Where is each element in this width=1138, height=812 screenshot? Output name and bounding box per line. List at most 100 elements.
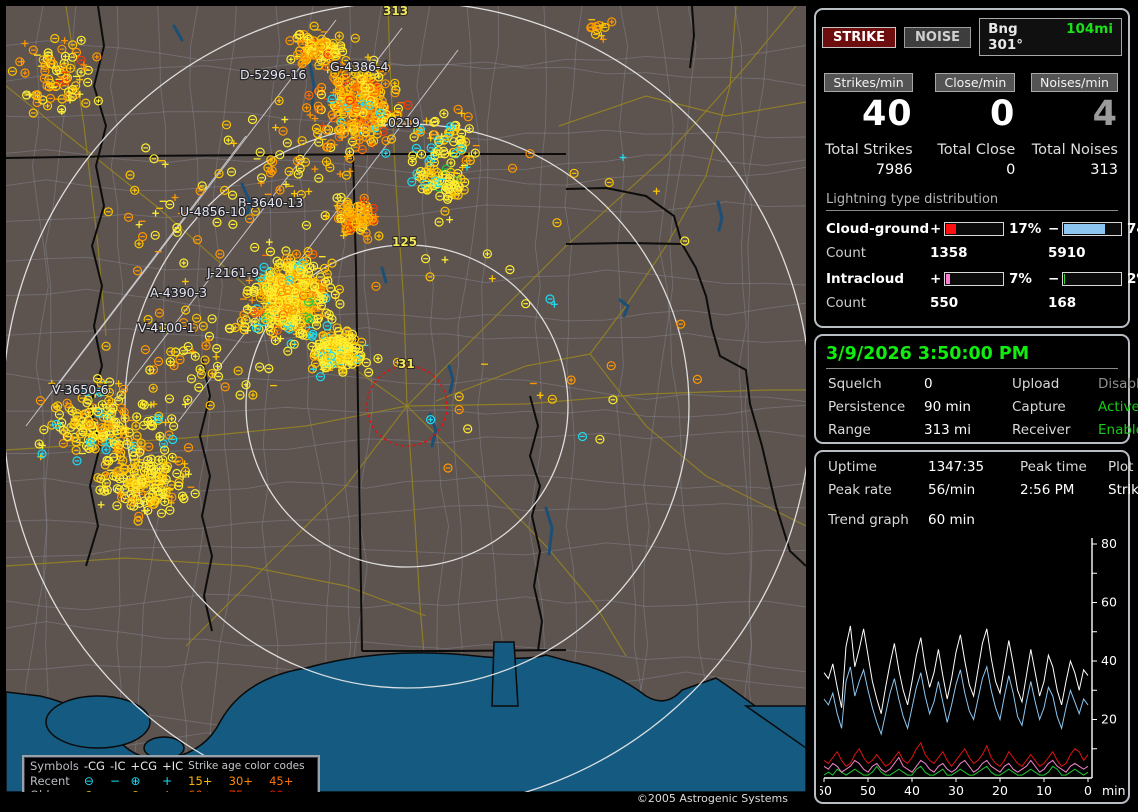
svg-text:31: 31 (398, 357, 415, 371)
trend-graph-label: Trend graph (828, 512, 909, 528)
svg-text:20: 20 (1101, 712, 1117, 727)
close-per-min-value: 0 (989, 94, 1016, 134)
svg-text:A-4390-3: A-4390-3 (150, 285, 207, 300)
strikes-per-min-value: 40 (861, 94, 913, 134)
close-per-min-column: Close/min 0 Total Close 0 (927, 72, 1016, 178)
legend-old-row: Old ⊖ − ⊕ + 60+ 75+ 90+ (30, 788, 310, 792)
peak-rate-value: 56/min (928, 482, 976, 498)
receiver-status: Enabled (1098, 422, 1138, 438)
minus-sign: − (1048, 221, 1060, 237)
svg-text:G-4386-4: G-4386-4 (330, 59, 389, 74)
legend-header-row: Symbols -CG -IC +CG +IC Strike age color… (30, 759, 310, 774)
datetime-display: 3/9/2026 3:50:00 PM (826, 344, 1118, 369)
circle-plus-icon: ⊕ (130, 773, 141, 788)
peak-time-value: 2:56 PM (1020, 482, 1075, 498)
plot-label: Plot (1108, 459, 1134, 475)
uptime-value: 1347:35 (928, 459, 985, 475)
legend-recent-row: Recent ⊖ − ⊕ + 15+ 30+ 45+ (30, 774, 310, 789)
squelch-label: Squelch (828, 376, 882, 392)
legend-age-header: Strike age color codes (188, 760, 305, 772)
svg-text:U-4856-10: U-4856-10 (180, 204, 246, 219)
noises-per-min-column: Noises/min 4 Total Noises 313 (1029, 72, 1118, 178)
trend-graph-chart: 20 40 60 80 60 50 40 30 20 10 0 min (820, 536, 1126, 798)
map-canvas: D-5296-16 G-4386-4 B-3640-13U-4856-10 0219 J… (6, 6, 806, 792)
svg-text:60: 60 (1101, 595, 1117, 610)
svg-text:40: 40 (904, 783, 920, 798)
strike-stats-panel: STRIKE NOISE Bng 301° 104mi Strikes/min … (814, 8, 1138, 328)
svg-text:10: 10 (1036, 783, 1052, 798)
svg-text:min: min (1102, 783, 1126, 798)
persistence-value: 90 min (924, 399, 971, 415)
strikes-per-min-column: Strikes/min 40 Total Strikes 7986 (824, 72, 913, 178)
persistence-label: Persistence (828, 399, 906, 415)
svg-text:J-2161-9: J-2161-9 (206, 265, 259, 280)
status-row: Squelch 0 Upload Disabled (828, 376, 1138, 392)
circle-minus-icon: ⊖ (84, 788, 110, 792)
noises-per-min-chip: Noises/min (1031, 73, 1118, 92)
peak-time-label: Peak time (1020, 459, 1087, 475)
bearing-readout: Bng 301° 104mi (979, 18, 1122, 56)
plot-mode-value: Strike (1108, 482, 1138, 498)
svg-text:50: 50 (860, 783, 876, 798)
strike-toggle-button[interactable]: STRIKE (822, 26, 897, 48)
ic-negative-bar (1062, 272, 1122, 286)
bearing-distance: 104mi (1066, 21, 1113, 37)
svg-text:0: 0 (1084, 783, 1092, 798)
legend-old-label: Old (30, 788, 84, 792)
intracloud-label: Intracloud (826, 271, 905, 287)
legend-symbols-label: Symbols (30, 759, 79, 773)
close-per-min-chip: Close/min (935, 73, 1016, 92)
session-row: Uptime 1347:35 Peak time Plot (828, 459, 1133, 475)
cg-positive-bar (944, 222, 1004, 236)
svg-text:125: 125 (392, 235, 417, 249)
map-symbol-legend: Symbols -CG -IC +CG +IC Strike age color… (22, 755, 320, 792)
age-code-30: 30+ (228, 773, 253, 788)
ic-positive-pct: 7% (1009, 271, 1032, 287)
svg-text:V-4100-1: V-4100-1 (138, 320, 195, 335)
lightning-map[interactable]: D-5296-16 G-4386-4 B-3640-13 U-4856-10 0219 J… (6, 6, 806, 792)
total-close-value: 0 (1006, 162, 1016, 178)
status-panel: 3/9/2026 3:50:00 PM Squelch 0 Upload Dis… (814, 334, 1138, 444)
trend-graph-span: 60 min (928, 512, 975, 528)
total-strikes-value: 7986 (875, 162, 913, 178)
total-noises-label: Total Noises (1031, 142, 1118, 158)
plus-icon: + (162, 773, 173, 788)
range-value: 313 mi (924, 422, 971, 438)
session-panel: Uptime 1347:35 Peak time Plot Peak rate … (814, 450, 1138, 804)
upload-status: Disabled (1098, 376, 1138, 392)
noises-per-min-value: 4 (1092, 94, 1118, 134)
cg-positive-pct: 17% (1009, 221, 1042, 237)
capture-label: Capture (1012, 399, 1066, 415)
bearing-value: Bng 301° (988, 21, 1023, 53)
cg-negative-bar (1062, 222, 1122, 236)
peak-rate-label: Peak rate (828, 482, 892, 498)
trend-graph-row: Trend graph 60 min (828, 512, 1118, 528)
uptime-label: Uptime (828, 459, 877, 475)
age-code-60: 60+ (188, 788, 228, 792)
svg-text:40: 40 (1101, 653, 1117, 668)
cg-positive-count: 1358 (930, 245, 968, 261)
circle-minus-icon: ⊖ (83, 773, 94, 788)
cloud-ground-count-row: Count 1358 5910 (826, 245, 1118, 261)
ic-positive-bar (944, 272, 1004, 286)
cg-negative-pct: 74% (1127, 221, 1138, 237)
age-code-45: 45+ (269, 773, 294, 788)
legend-recent-label: Recent (30, 773, 70, 788)
copyright-text: ©2005 Astrogenic Systems (636, 792, 788, 805)
count-label: Count (826, 245, 867, 261)
total-close-label: Total Close (937, 142, 1016, 158)
upload-label: Upload (1012, 376, 1060, 392)
svg-text:30: 30 (948, 783, 964, 798)
intracloud-row: Intracloud + 7% − 2% (826, 271, 1138, 287)
legend-col-nic: -IC (109, 759, 126, 773)
ic-negative-pct: 2% (1127, 271, 1138, 287)
plus-sign: + (930, 271, 942, 287)
svg-text:D-5296-16: D-5296-16 (240, 67, 306, 82)
total-noises-value: 313 (1090, 162, 1118, 178)
minus-sign: − (1048, 271, 1060, 287)
plus-sign: + (930, 221, 942, 237)
svg-text:20: 20 (992, 783, 1008, 798)
intracloud-count-row: Count 550 168 (826, 295, 1118, 311)
noise-toggle-button[interactable]: NOISE (904, 26, 972, 48)
